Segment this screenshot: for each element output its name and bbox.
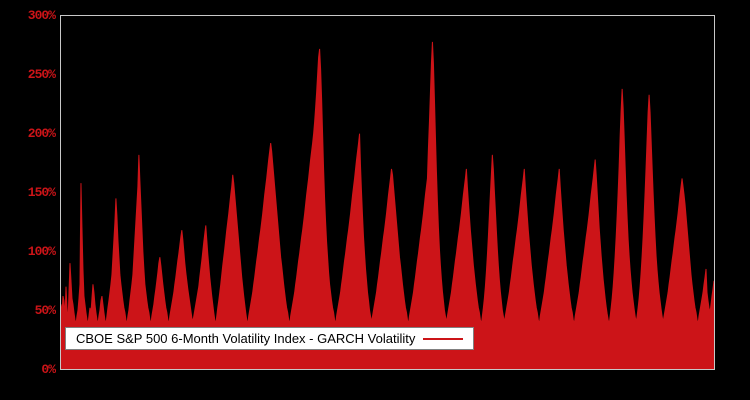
y-tick-0: 0% <box>0 362 55 377</box>
y-tick-200: 200% <box>0 126 55 141</box>
plot-area <box>60 15 715 370</box>
y-tick-150: 150% <box>0 185 55 200</box>
y-tick-300: 300% <box>0 8 55 23</box>
legend-label: CBOE S&P 500 6-Month Volatility Index - … <box>76 331 415 346</box>
volatility-chart: 300% 250% 200% 150% 100% 50% 0% CBOE S&P… <box>0 0 750 400</box>
legend-line-swatch <box>423 338 463 340</box>
y-tick-50: 50% <box>0 303 55 318</box>
y-tick-250: 250% <box>0 67 55 82</box>
chart-legend: CBOE S&P 500 6-Month Volatility Index - … <box>65 327 474 350</box>
y-tick-100: 100% <box>0 244 55 259</box>
data-line-svg <box>61 16 714 369</box>
